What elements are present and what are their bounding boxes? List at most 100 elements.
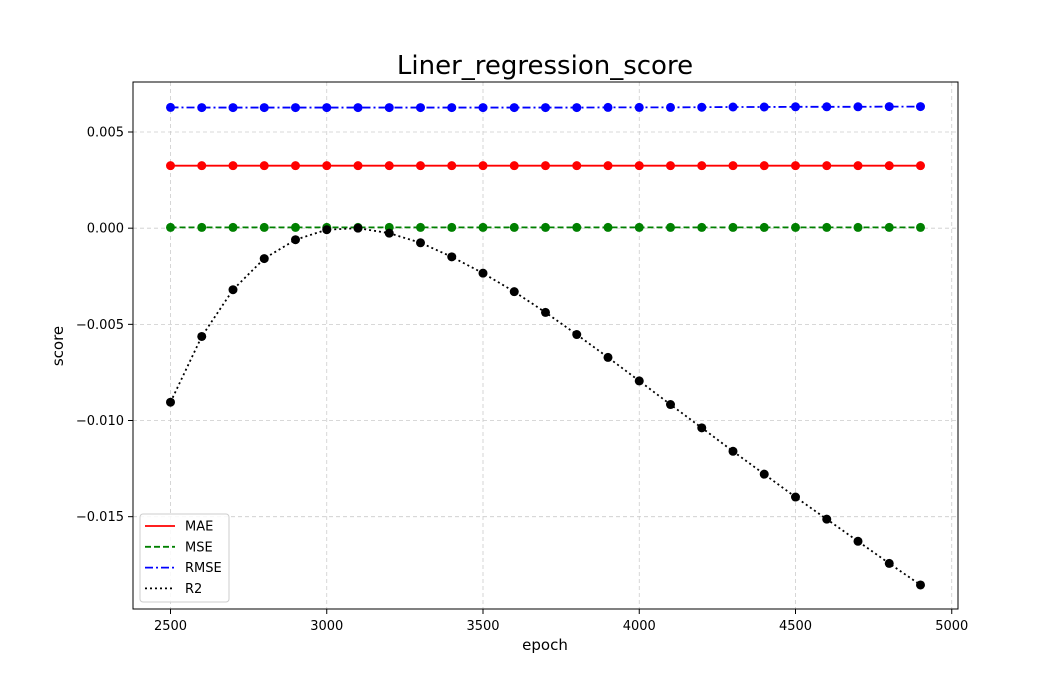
legend-item-r2: R2: [145, 582, 202, 597]
mae-point: [634, 161, 644, 171]
r2-point: [728, 446, 738, 456]
mse-point: [541, 222, 550, 232]
rmse-point: [728, 102, 738, 112]
y-tick-label: −0.010: [76, 414, 124, 429]
mae-series: [166, 161, 925, 171]
plot-frame: [132, 81, 959, 610]
rmse-point: [634, 102, 644, 112]
r2-point: [697, 423, 707, 433]
mae-point: [572, 161, 582, 171]
rmse-point: [416, 103, 425, 113]
y-axis: 0.005 0.000 −0.005 −0.010 −0.015: [76, 126, 133, 525]
r2-point: [197, 331, 207, 341]
mae-point: [353, 161, 363, 171]
x-tick-label: 5000: [935, 619, 968, 634]
rmse-point: [228, 103, 238, 113]
mae-point: [447, 161, 457, 171]
mae-point: [291, 161, 300, 171]
r2-point: [291, 235, 300, 245]
mae-point: [416, 161, 425, 171]
rmse-point: [572, 103, 582, 113]
legend-label-r2: R2: [185, 582, 202, 597]
mse-point: [259, 222, 269, 232]
mae-point: [509, 161, 519, 171]
r2-point: [791, 492, 800, 502]
mse-point: [603, 222, 613, 232]
r2-point: [478, 268, 488, 278]
mae-point: [853, 161, 863, 171]
mae-point: [228, 161, 238, 171]
mse-point: [228, 222, 238, 232]
r2-point: [353, 223, 363, 233]
mae-point: [197, 161, 207, 171]
mae-point: [728, 161, 738, 171]
legend: MAE MSE RMSE R2: [139, 513, 230, 603]
mae-point: [884, 161, 894, 171]
mse-point: [416, 222, 425, 232]
mae-point: [603, 161, 613, 171]
rmse-point: [666, 102, 675, 112]
r2-point: [509, 287, 519, 297]
x-tick-label: 4500: [779, 619, 812, 634]
rmse-point: [384, 103, 394, 113]
series-group: [166, 102, 925, 590]
r2-point: [666, 400, 675, 410]
r2-point: [853, 536, 863, 546]
r2-point: [228, 285, 238, 295]
rmse-point: [759, 102, 769, 112]
mse-point: [791, 222, 800, 232]
chart-title: Liner_regression_score: [397, 51, 693, 81]
mae-point: [541, 161, 550, 171]
mae-point: [822, 161, 832, 171]
mae-point: [791, 161, 800, 171]
x-tick-label: 4000: [623, 619, 656, 634]
x-axis-label: epoch: [522, 636, 568, 654]
mse-point: [509, 222, 519, 232]
mse-point: [291, 222, 300, 232]
y-tick-label: 0.005: [87, 126, 124, 141]
r2-point: [603, 352, 613, 362]
mse-point: [166, 222, 175, 232]
x-axis: 2500 3000 3500 4000 4500 5000: [154, 609, 968, 634]
legend-box: [139, 513, 230, 603]
r2-point: [416, 238, 425, 248]
y-tick-label: −0.005: [76, 318, 124, 333]
mse-point: [728, 222, 738, 232]
mse-point: [666, 222, 675, 232]
rmse-point: [603, 102, 613, 112]
mae-point: [697, 161, 707, 171]
legend-item-mse: MSE: [145, 540, 213, 555]
rmse-point: [916, 102, 925, 112]
legend-label-rmse: RMSE: [185, 561, 222, 576]
x-tick-label: 3000: [310, 619, 343, 634]
r2-series: [166, 223, 925, 590]
mse-point: [884, 222, 894, 232]
r2-point: [634, 376, 644, 386]
mse-point: [759, 222, 769, 232]
r2-point: [572, 330, 582, 340]
rmse-point: [509, 103, 519, 113]
legend-label-mae: MAE: [185, 520, 213, 535]
r2-point: [759, 469, 769, 479]
rmse-series: [166, 102, 925, 113]
mae-point: [666, 161, 675, 171]
rmse-point: [322, 103, 332, 113]
mse-point: [853, 222, 863, 232]
rmse-point: [853, 102, 863, 112]
r2-point: [884, 558, 894, 568]
r2-point: [166, 397, 175, 407]
x-tick-label: 2500: [154, 619, 187, 634]
legend-item-rmse: RMSE: [145, 561, 222, 576]
rmse-point: [353, 103, 363, 113]
mse-point: [572, 222, 582, 232]
r2-point: [916, 580, 925, 590]
mae-point: [166, 161, 175, 171]
mae-point: [759, 161, 769, 171]
rmse-point: [166, 102, 175, 112]
legend-item-mae: MAE: [145, 520, 213, 535]
mse-point: [478, 222, 488, 232]
mae-point: [916, 161, 925, 171]
mse-point: [916, 222, 925, 232]
